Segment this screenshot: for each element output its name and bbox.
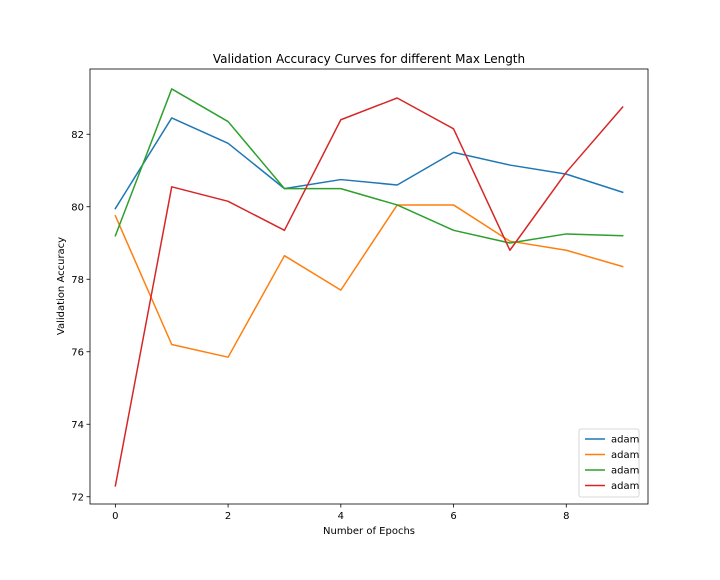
y-tick-label-74: 74: [71, 420, 84, 431]
legend-box: [578, 428, 640, 498]
y-tick-label-80: 80: [71, 202, 84, 213]
y-axis-label: Validation Accuracy: [56, 237, 67, 335]
legend-label-1: adam: [611, 435, 639, 446]
x-tick-label-6: 6: [450, 511, 456, 522]
series-line-3: [114, 88, 624, 244]
x-tick-label-8: 8: [563, 511, 569, 522]
legend: adam adam adam adam: [578, 428, 640, 498]
legend-label-3: adam: [611, 466, 639, 477]
series-line-1: [114, 117, 624, 210]
x-axis-label: Number of Epochs: [323, 526, 415, 537]
y-tick-label-72: 72: [71, 492, 84, 503]
axes: 0 2 4 6 8 72 74 76 78 80 82: [71, 68, 649, 522]
legend-label-4: adam: [611, 481, 639, 492]
y-tick-label-76: 76: [71, 347, 84, 358]
x-tick-label-2: 2: [225, 511, 231, 522]
plot-frame: [89, 68, 649, 505]
x-tick-label-0: 0: [112, 511, 118, 522]
x-tick-label-4: 4: [338, 511, 344, 522]
legend-label-2: adam: [611, 450, 639, 461]
chart-title: Validation Accuracy Curves for different…: [213, 52, 525, 66]
series-line-4: [114, 97, 624, 487]
series-line-2: [114, 204, 624, 358]
y-tick-label-78: 78: [71, 275, 84, 286]
y-tick-label-82: 82: [71, 130, 84, 141]
plot-area: [114, 88, 624, 487]
